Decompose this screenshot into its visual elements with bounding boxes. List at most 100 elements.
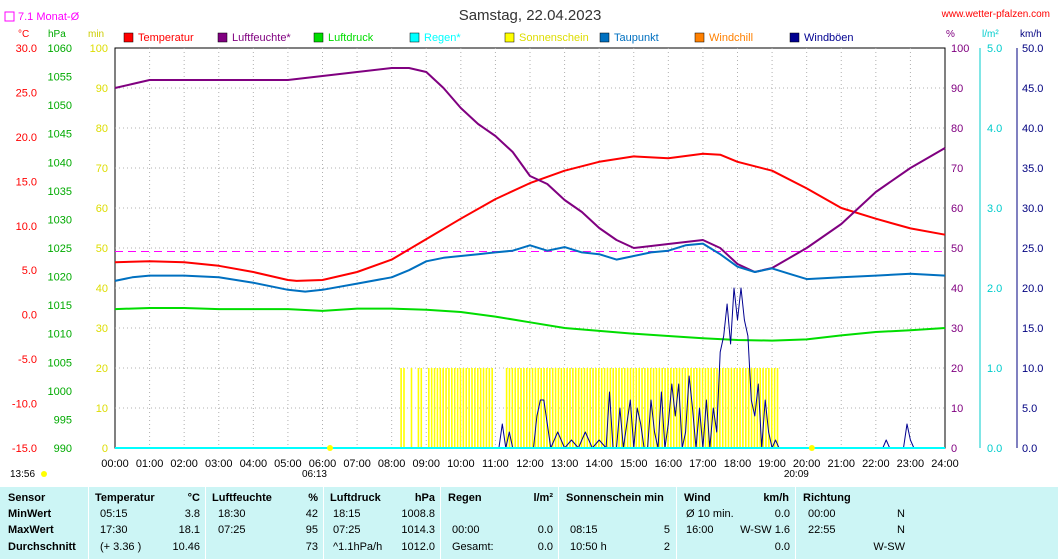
plot-series: [114, 67, 946, 449]
time-tick: 21:00: [827, 458, 855, 470]
stats-press-time: 18:15: [333, 508, 361, 520]
sunshine-bar: [750, 368, 753, 448]
temp-tick: 5.0: [22, 265, 37, 277]
daylight-label: 13:56: [10, 469, 35, 480]
wind-tick: 15.0: [1022, 323, 1043, 335]
temp-tick: 0.0: [22, 310, 37, 322]
stats-hum-time: 07:25: [218, 524, 246, 536]
wind-tick: 0.0: [1022, 443, 1037, 455]
series-taupunkt: [114, 242, 946, 293]
sunshine-bar: [523, 368, 525, 448]
sunshine-bar: [479, 368, 482, 448]
stats-row-label: Durchschnitt: [8, 541, 76, 553]
sunshine-bar: [531, 368, 534, 448]
rain-unit: l/m²: [982, 29, 999, 40]
sunshine-bar: [742, 368, 744, 448]
time-tick: 24:00: [931, 458, 959, 470]
sunshine-bar: [710, 368, 713, 448]
pressure-tick: 1005: [48, 357, 72, 369]
stats-header-hum: Luftfeuchte: [212, 492, 272, 504]
humidity-tick: 0: [951, 443, 957, 455]
stats-press-val: 1014.3: [401, 524, 435, 536]
sun_min-tick: 40: [96, 283, 108, 295]
time-tick: 02:00: [170, 458, 198, 470]
time-tick: 13:00: [551, 458, 579, 470]
wind-tick: 35.0: [1022, 163, 1043, 175]
sunshine-bar: [641, 368, 643, 448]
stats-sun-time: 10:50 h: [570, 541, 607, 553]
sunshine-bar: [721, 368, 724, 448]
legend: Temperatur Luftfeuchte* Luftdruck Regen* Son…: [123, 32, 854, 44]
sunshine-bar: [600, 368, 603, 448]
sunshine-bar: [773, 368, 776, 448]
sunshine-bar: [436, 368, 439, 448]
sunshine-bar: [730, 368, 733, 448]
sunshine-bar: [508, 368, 511, 448]
humidity-tick: 50: [951, 243, 963, 255]
sunshine-bar: [430, 368, 433, 448]
sunshine-bar: [560, 368, 563, 448]
sunshine-bar: [632, 368, 635, 448]
stats-header-temp: Temperatur: [95, 492, 155, 504]
sunshine-bar: [762, 368, 764, 448]
time-tick: 12:00: [516, 458, 544, 470]
sunshine-bar: [410, 368, 413, 448]
sunshine-bar: [583, 368, 586, 448]
sunshine-bar: [724, 368, 727, 448]
sunshine-bar: [517, 368, 519, 448]
temp-tick: 10.0: [16, 221, 37, 233]
sunshine-bar: [707, 368, 710, 448]
sunshine-bar: [623, 368, 626, 448]
sunshine-bar: [554, 368, 557, 448]
legend-swatch: [789, 32, 800, 43]
sunshine-bar: [667, 368, 669, 448]
humidity-tick: 80: [951, 123, 963, 135]
pressure-unit: hPa: [48, 29, 66, 40]
sunshine-bar: [572, 368, 574, 448]
time-tick: 01:00: [136, 458, 164, 470]
pressure-tick: 995: [54, 414, 72, 426]
sunshine-bar: [595, 368, 597, 448]
legend-swatch: [313, 32, 324, 43]
sunshine-bar: [427, 368, 430, 448]
sunshine-bar: [482, 368, 485, 448]
sunshine-bar: [551, 368, 554, 448]
humidity-unit: %: [946, 29, 955, 40]
stats-wind-time: 16:00: [686, 524, 714, 536]
sunshine-bar: [756, 368, 759, 448]
sunshine-bar: [733, 368, 736, 448]
sunset-label: 20:09: [784, 469, 809, 480]
sunshine-bar: [453, 368, 456, 448]
sunshine-bar: [655, 368, 658, 448]
legend-swatch: [599, 32, 610, 43]
wind-tick: 5.0: [1022, 403, 1037, 415]
pressure-tick: 1060: [48, 43, 72, 55]
legend-label: Taupunkt: [614, 32, 659, 44]
sunshine-bar: [644, 368, 646, 448]
sunshine-bar: [540, 368, 542, 448]
website-link[interactable]: www.wetter-pfalzen.com: [941, 9, 1050, 20]
stats-table: Sensor Temperatur °C Luftfeuchte% Luftdruck h…: [0, 487, 1058, 559]
sunshine-bar: [586, 368, 589, 448]
pressure-tick: 1045: [48, 129, 72, 141]
sunshine-bar: [658, 368, 661, 448]
legend-swatch: [123, 32, 134, 43]
temp-tick: 20.0: [16, 132, 37, 144]
sunshine-bar: [549, 368, 551, 448]
stats-hum-val: 95: [305, 524, 318, 536]
sunshine-bar: [759, 368, 762, 448]
time-tick: 07:00: [343, 458, 371, 470]
sunshine-bar: [451, 368, 453, 448]
sunshine-bar: [445, 368, 447, 448]
stats-sun-time: 08:15: [570, 524, 598, 536]
humidity-tick: 100: [951, 43, 969, 55]
rain-tick: 1.0: [987, 363, 1002, 375]
sunshine-bar: [753, 368, 756, 448]
pressure-tick: 1030: [48, 214, 72, 226]
stats-dir-time: 22:55: [808, 524, 836, 536]
sunshine-bar: [747, 368, 750, 448]
humidity-tick: 70: [951, 163, 963, 175]
time-tick: 17:00: [689, 458, 717, 470]
sunshine-bar: [456, 368, 459, 448]
sunshine-bar: [606, 368, 609, 448]
